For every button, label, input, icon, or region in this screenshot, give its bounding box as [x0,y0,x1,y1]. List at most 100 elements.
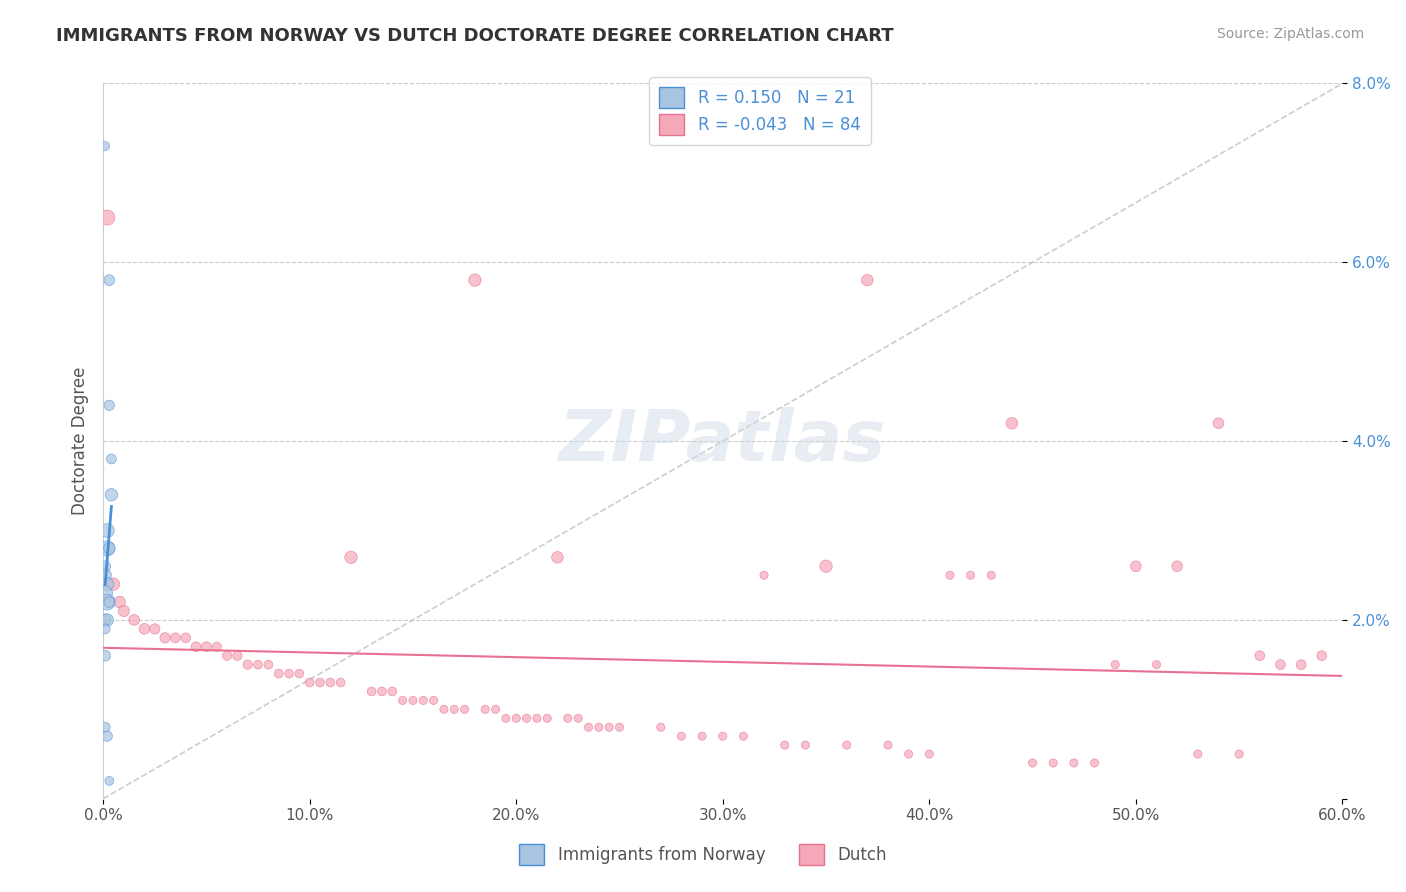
Point [236,657,259,672]
Text: Source: ZipAtlas.com: Source: ZipAtlas.com [1216,27,1364,41]
Point [453,702,475,716]
Y-axis label: Doctorate Degree: Doctorate Degree [72,367,89,516]
Legend: Immigrants from Norway, Dutch: Immigrants from Norway, Dutch [509,834,897,875]
Point [98,595,121,609]
Point [474,702,496,716]
Point [918,747,941,761]
Point [96,577,118,591]
Point [1063,756,1085,770]
Point [671,729,693,743]
Point [1270,657,1292,672]
Point [484,702,506,716]
Point [98,773,121,788]
Point [1104,657,1126,672]
Point [94,622,117,636]
Point [1042,756,1064,770]
Point [495,711,517,725]
Point [526,711,548,725]
Point [122,613,145,627]
Point [94,559,117,574]
Point [536,711,558,725]
Point [402,693,425,707]
Point [100,488,122,502]
Point [516,711,538,725]
Point [381,684,404,698]
Point [226,648,249,663]
Point [257,657,280,672]
Point [96,211,118,225]
Point [588,720,610,734]
Point [205,640,228,654]
Point [103,577,125,591]
Point [98,398,121,412]
Point [391,693,413,707]
Point [433,702,456,716]
Point [360,684,382,698]
Point [794,738,817,752]
Point [371,684,394,698]
Point [1208,416,1230,430]
Point [94,139,117,153]
Point [112,604,135,618]
Point [143,622,166,636]
Point [856,273,879,287]
Point [340,550,363,565]
Point [267,666,290,681]
Point [650,720,672,734]
Point [94,648,117,663]
Text: IMMIGRANTS FROM NORWAY VS DUTCH DOCTORATE DEGREE CORRELATION CHART: IMMIGRANTS FROM NORWAY VS DUTCH DOCTORAT… [56,27,894,45]
Point [134,622,156,636]
Point [752,568,775,582]
Point [897,747,920,761]
Point [288,666,311,681]
Point [215,648,238,663]
Point [1227,747,1250,761]
Point [598,720,620,734]
Point [412,693,434,707]
Point [94,586,117,600]
Point [309,675,332,690]
Point [108,595,131,609]
Point [247,657,270,672]
Point [98,273,121,287]
Point [505,711,527,725]
Point [184,640,207,654]
Point [959,568,981,582]
Point [165,631,187,645]
Point [939,568,962,582]
Point [278,666,301,681]
Point [464,273,486,287]
Point [711,729,734,743]
Point [94,613,117,627]
Point [578,720,600,734]
Point [422,693,444,707]
Point [96,541,118,556]
Point [835,738,858,752]
Point [100,452,122,467]
Point [1166,559,1188,574]
Point [1021,756,1043,770]
Point [443,702,465,716]
Point [94,720,117,734]
Point [1001,416,1024,430]
Point [547,550,569,565]
Point [1083,756,1105,770]
Point [567,711,589,725]
Point [329,675,352,690]
Point [319,675,342,690]
Point [174,631,197,645]
Point [877,738,900,752]
Point [98,541,121,556]
Point [1187,747,1209,761]
Point [773,738,796,752]
Point [195,640,218,654]
Point [1310,648,1333,663]
Point [815,559,838,574]
Point [96,729,118,743]
Point [96,524,118,538]
Point [153,631,176,645]
Point [94,568,117,582]
Text: ZIPatlas: ZIPatlas [560,407,886,475]
Point [298,675,321,690]
Point [1289,657,1312,672]
